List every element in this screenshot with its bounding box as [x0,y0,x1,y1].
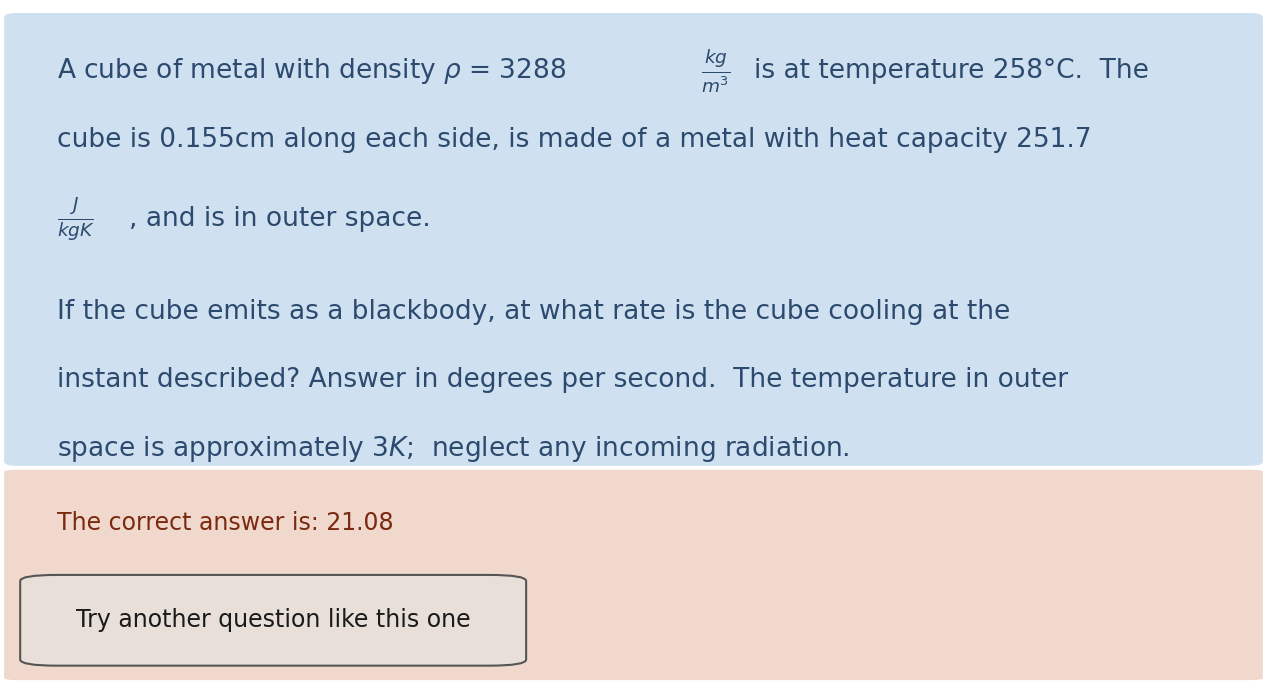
Text: 8.776: 8.776 [195,540,266,564]
Text: If the cube emits as a blackbody, at what rate is the cube cooling at the: If the cube emits as a blackbody, at wha… [57,298,1011,324]
Text: $\frac{kg}{m^3}$: $\frac{kg}{m^3}$ [702,47,731,94]
Text: $\frac{J}{kgK}$: $\frac{J}{kgK}$ [57,194,95,243]
Text: ✗: ✗ [314,538,338,566]
Text: space is approximately $3K$;  neglect any incoming radiation.: space is approximately $3K$; neglect any… [57,434,850,464]
FancyBboxPatch shape [4,470,1263,680]
FancyBboxPatch shape [20,575,526,665]
Text: Try another question like this one: Try another question like this one [76,608,470,633]
FancyBboxPatch shape [160,529,302,576]
Text: cube is 0.155cm along each side, is made of a metal with heat capacity 251.7: cube is 0.155cm along each side, is made… [57,127,1092,152]
Text: Answer:: Answer: [57,540,163,565]
Text: The correct answer is: 21.08: The correct answer is: 21.08 [57,512,394,535]
Text: , and is in outer space.: , and is in outer space. [129,206,431,231]
Text: is at temperature 258°C.  The: is at temperature 258°C. The [754,58,1149,84]
Text: instant described? Answer in degrees per second.  The temperature in outer: instant described? Answer in degrees per… [57,368,1068,394]
Text: A cube of metal with density $\rho$ = 3288: A cube of metal with density $\rho$ = 32… [57,56,569,86]
FancyBboxPatch shape [4,13,1263,466]
